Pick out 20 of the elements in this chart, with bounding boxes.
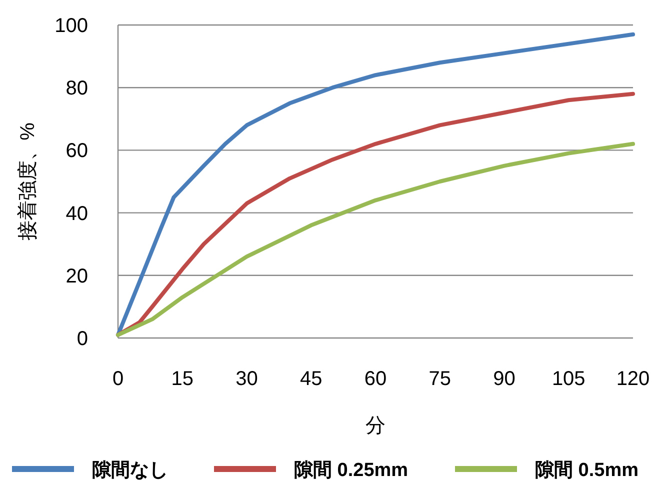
y-tick-label: 40 <box>66 202 88 225</box>
y-tick-label: 20 <box>66 265 88 288</box>
x-tick-label: 90 <box>493 368 516 390</box>
x-axis-title: 分 <box>366 415 386 437</box>
x-tick-label: 60 <box>364 368 387 390</box>
x-tick-label: 30 <box>236 368 258 390</box>
y-tick-label: 0 <box>76 328 88 350</box>
y-axis-title: 接着強度、% <box>16 122 39 240</box>
y-tick-label: 100 <box>54 15 88 37</box>
legend-label: 隙間なし <box>92 460 168 481</box>
x-tick-label: 120 <box>616 368 650 390</box>
x-tick-label: 15 <box>171 368 194 390</box>
x-tick-label: 105 <box>552 368 586 390</box>
x-tick-label: 45 <box>300 368 322 390</box>
legend-label: 隙間 0.25mm <box>294 460 408 481</box>
y-tick-label: 80 <box>66 78 88 100</box>
legend-label: 隙間 0.5mm <box>535 460 638 481</box>
x-tick-label: 0 <box>112 368 124 390</box>
y-tick-label: 60 <box>66 140 88 162</box>
x-tick-label: 75 <box>428 368 451 390</box>
